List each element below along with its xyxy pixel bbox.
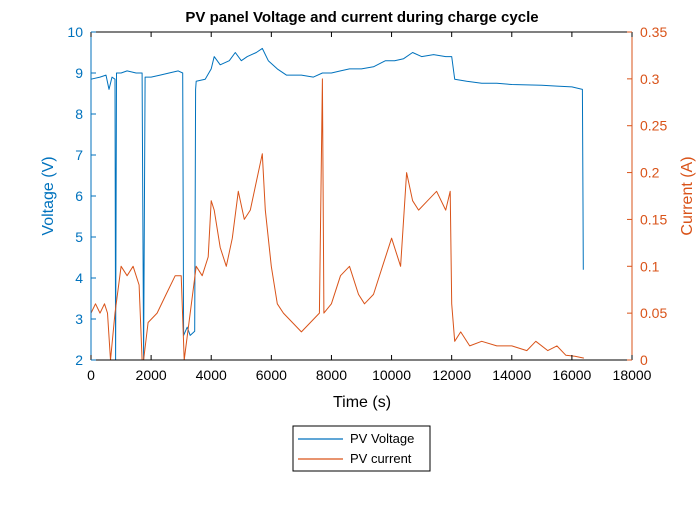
x-tick-label: 6000: [256, 367, 287, 383]
chart-title: PV panel Voltage and current during char…: [185, 9, 538, 26]
x-tick-label: 14000: [492, 367, 531, 383]
y-left-tick-label: 7: [75, 147, 83, 163]
y-left-tick-label: 8: [75, 106, 83, 122]
y-left-tick-label: 2: [75, 352, 83, 368]
x-tick-label: 0: [87, 367, 95, 383]
y-left-tick-label: 4: [75, 270, 83, 286]
y-right-tick-label: 0.1: [640, 258, 660, 274]
y-right-tick-label: 0.35: [640, 24, 667, 40]
y-left-tick-label: 5: [75, 229, 83, 245]
x-tick-label: 10000: [372, 367, 411, 383]
y-right-tick-label: 0.25: [640, 118, 667, 134]
series-line-current: [90, 78, 584, 361]
y-right-axis-label: Current (A): [679, 156, 696, 235]
y-left-tick-label: 9: [75, 65, 83, 81]
series-layer: [90, 47, 584, 361]
y-left-tick-label: 6: [75, 188, 83, 204]
y-right-tick-label: 0: [640, 352, 648, 368]
legend-box: [292, 425, 431, 472]
legend-label-current: PV current: [350, 451, 412, 466]
y-right-tick-label: 0.15: [640, 211, 667, 227]
legend-label-voltage: PV Voltage: [350, 431, 414, 446]
x-tick-label: 18000: [613, 367, 652, 383]
y-right-tick-label: 0.2: [640, 165, 660, 181]
x-tick-label: 12000: [432, 367, 471, 383]
y-right-tick-label: 0.3: [640, 71, 660, 87]
x-axis-label: Time (s): [333, 394, 391, 411]
x-tick-label: 8000: [316, 367, 347, 383]
y-right-tick-label: 0.05: [640, 305, 667, 321]
legend: PV Voltage PV current: [292, 425, 431, 472]
x-tick-label: 4000: [196, 367, 227, 383]
y-left-axis-label: Voltage (V): [40, 156, 57, 235]
x-tick-label: 2000: [136, 367, 167, 383]
x-tick-label: 16000: [552, 367, 591, 383]
axes-layer: 0 2000 4000 6000 8000 10000 12000 14000 16000 180…: [67, 24, 667, 383]
series-line-voltage: [90, 47, 584, 361]
y-left-tick-label: 3: [75, 311, 83, 327]
y-left-tick-label: 10: [67, 24, 83, 40]
